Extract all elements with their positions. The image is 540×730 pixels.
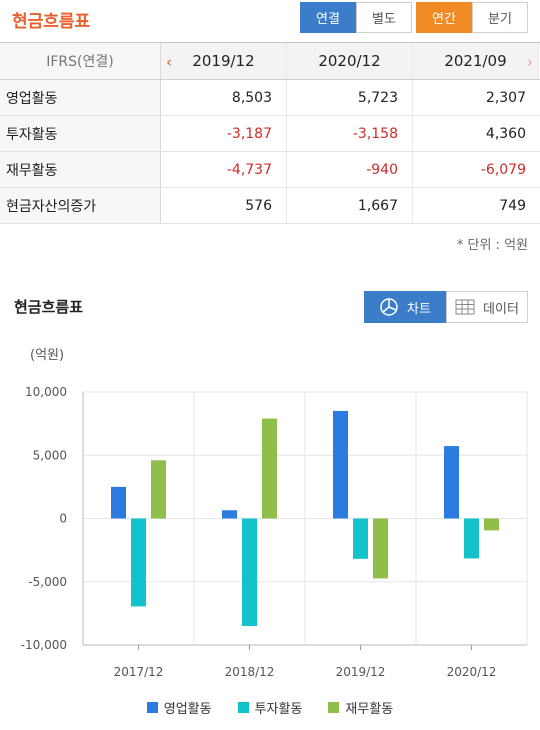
legend-swatch bbox=[237, 702, 249, 713]
table-header-row: IFRS(연결) 2019/12 2020/12 2021/09 ‹ › bbox=[0, 43, 540, 80]
bar bbox=[484, 518, 499, 531]
row-label: 재무활동 bbox=[0, 152, 161, 187]
bar bbox=[242, 518, 257, 627]
table-cell: -3,158 bbox=[287, 116, 413, 151]
separate-toggle[interactable]: 별도 bbox=[356, 2, 412, 33]
legend-label: 투자활동 bbox=[254, 702, 303, 717]
legend-item[interactable]: 재무활동 bbox=[328, 698, 393, 717]
top-bar: 현금흐름표 연결 별도 연간 분기 bbox=[0, 0, 540, 42]
bar bbox=[151, 460, 166, 519]
bar bbox=[333, 410, 348, 519]
table-cell: 1,667 bbox=[287, 188, 413, 223]
y-tick-label: -5,000 bbox=[28, 575, 67, 589]
consolidated-toggle[interactable]: 연결 bbox=[300, 2, 356, 33]
table-cell: 4,360 bbox=[485, 125, 526, 142]
page-title: 현금흐름표 bbox=[12, 12, 91, 32]
bar bbox=[222, 510, 237, 519]
unit-note: * 단위 : 억원 bbox=[456, 238, 528, 253]
chart-button-label: 차트 bbox=[407, 301, 431, 317]
x-tick-label: 2020/12 bbox=[447, 665, 497, 679]
bar bbox=[444, 446, 459, 519]
y-tick-label: 0 bbox=[59, 512, 67, 526]
data-view-button[interactable]: 데이터 bbox=[446, 291, 528, 323]
table-label-header: IFRS(연결) bbox=[0, 43, 161, 79]
pie-chart-icon bbox=[380, 298, 398, 316]
y-tick-label: -10,000 bbox=[21, 638, 67, 652]
chart-legend: 영업활동 투자활동 재무활동 bbox=[0, 698, 540, 717]
column-header: 2020/12 bbox=[287, 43, 413, 79]
table-cell: -4,737 bbox=[161, 152, 287, 187]
table-cell: 2,307 bbox=[485, 89, 526, 106]
legend-item[interactable]: 영업활동 bbox=[146, 698, 212, 717]
legend-label: 영업활동 bbox=[163, 702, 212, 717]
legend-label: 재무활동 bbox=[345, 702, 394, 717]
annual-toggle[interactable]: 연간 bbox=[416, 2, 472, 33]
x-tick-label: 2018/12 bbox=[225, 665, 275, 679]
table-grid-icon bbox=[455, 299, 475, 315]
table-cell: 5,723 bbox=[287, 80, 413, 115]
data-button-label: 데이터 bbox=[483, 301, 519, 317]
table-row: 현금자산의증가 576 1,667 749 bbox=[0, 188, 540, 224]
row-label: 영업활동 bbox=[0, 80, 161, 115]
chevron-right-icon[interactable]: › bbox=[527, 53, 533, 71]
chart-view-button[interactable]: 차트 bbox=[364, 291, 446, 323]
row-label: 현금자산의증가 bbox=[0, 188, 161, 223]
x-tick-label: 2017/12 bbox=[114, 665, 164, 679]
chart-section-title: 현금흐름표 bbox=[14, 298, 84, 316]
chevron-left-icon[interactable]: ‹ bbox=[166, 53, 172, 71]
bar bbox=[131, 518, 146, 607]
table-row: 투자활동 -3,187 -3,158 4,360 bbox=[0, 116, 540, 152]
legend-item[interactable]: 투자활동 bbox=[237, 698, 303, 717]
column-header: 2021/09 bbox=[413, 43, 539, 79]
row-label: 투자활동 bbox=[0, 116, 161, 151]
table-cell: 576 bbox=[161, 188, 287, 223]
bar bbox=[464, 518, 479, 559]
bar bbox=[262, 418, 277, 519]
bar bbox=[353, 518, 368, 559]
legend-swatch bbox=[328, 702, 340, 713]
table-row: 영업활동 8,503 5,723 2,307 bbox=[0, 80, 540, 116]
bar bbox=[111, 486, 126, 519]
table-cell: -3,187 bbox=[161, 116, 287, 151]
table-cell: 749 bbox=[499, 197, 526, 214]
cashflow-table: IFRS(연결) 2019/12 2020/12 2021/09 ‹ › 영업활… bbox=[0, 42, 540, 224]
table-cell: -940 bbox=[287, 152, 413, 187]
legend-swatch bbox=[146, 702, 158, 713]
bar bbox=[373, 518, 388, 579]
column-header: 2019/12 bbox=[161, 43, 287, 79]
quarterly-toggle[interactable]: 분기 bbox=[472, 2, 528, 33]
y-axis-unit: (억원) bbox=[30, 348, 65, 363]
table-cell: 8,503 bbox=[161, 80, 287, 115]
y-tick-label: 5,000 bbox=[33, 448, 67, 462]
x-tick-label: 2019/12 bbox=[336, 665, 386, 679]
y-tick-label: 10,000 bbox=[25, 385, 67, 399]
table-cell: -6,079 bbox=[480, 161, 526, 178]
table-row: 재무활동 -4,737 -940 -6,079 bbox=[0, 152, 540, 188]
bar-chart: 10,000 5,000 0 -5,000 -10,000 2017/12 2018/12 2… bbox=[21, 385, 528, 679]
